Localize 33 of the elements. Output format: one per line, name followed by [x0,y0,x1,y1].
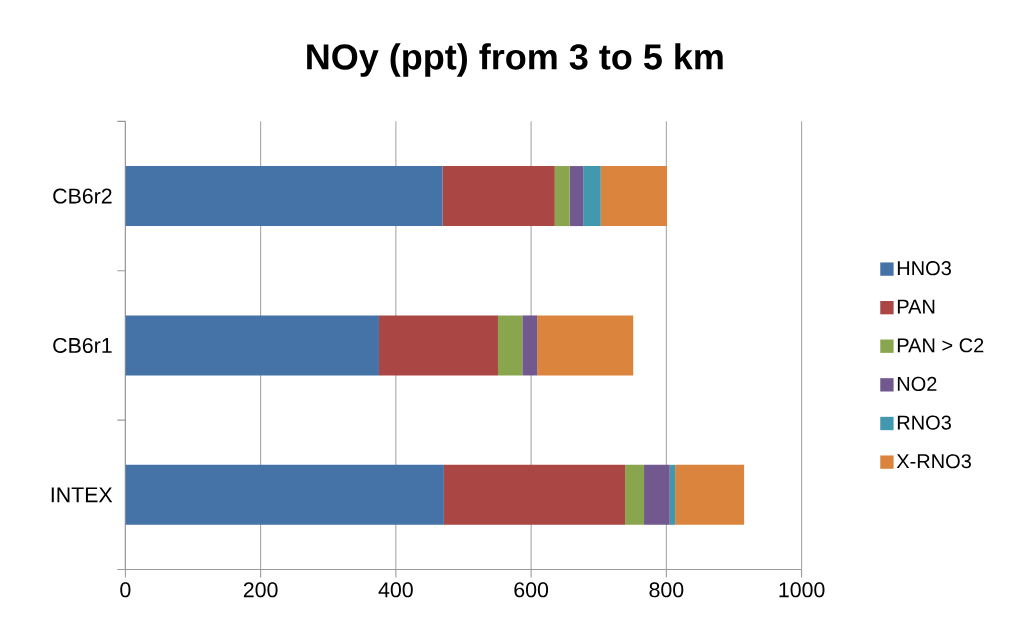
y-tick-label: CB6r1 [53,337,112,354]
legend-label: PAN > C2 [897,338,984,353]
bar [625,464,645,525]
bar [443,464,626,525]
bar [675,464,745,525]
y-tick-label: INTEX [51,487,113,503]
bar [125,166,443,227]
legend-label: PAN [897,299,935,314]
x-tick-label: 400 [378,582,413,598]
x-tick-label: 800 [649,582,684,598]
bar [537,315,634,376]
legend-label: X-RNO3 [896,454,971,469]
x-tick-label: 1000 [779,582,825,598]
bar [442,166,555,227]
legend-label: HNO3 [897,261,951,276]
bar [125,315,379,376]
y-tick-label: CB6r2 [53,188,112,204]
bar [378,315,498,376]
x-tick-label: 200 [243,582,278,598]
bar [644,464,670,525]
bar [554,166,570,227]
bar [669,464,676,525]
bar [522,315,538,376]
x-tick-label: 600 [514,582,549,598]
bar [497,315,523,376]
legend-label: NO2 [897,376,937,392]
bar [583,166,601,227]
chart-title: NOy (ppt) from 3 to 5 km [307,43,723,77]
x-tick-label: 0 [120,582,131,598]
bar [125,464,444,525]
bar [569,166,584,227]
bar [600,166,668,227]
legend-label: RNO3 [897,415,951,430]
